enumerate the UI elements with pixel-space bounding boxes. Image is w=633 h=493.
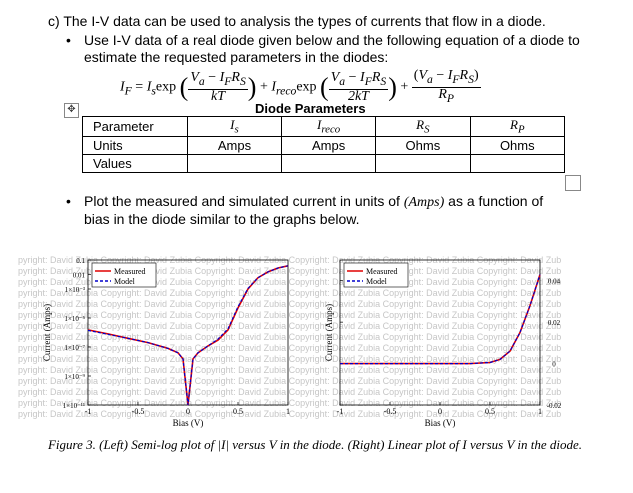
semilog-chart: -1 -0.5 0 0.5 1 1×10⁻¹¹ 1×10⁻⁹ 1×10⁻⁷ 1×10⁻⁵ 1×10… [42,257,290,428]
y-tick-label: 0.01 [73,272,86,280]
table-row-units: Units Amps Amps Ohms Ohms [82,135,566,155]
y-axis-label: Current (Amps) [324,304,334,361]
checkbox[interactable] [565,175,581,191]
x-tick-label: 1 [286,407,290,416]
model-series-line [340,274,541,365]
table-cell: Parameter [82,116,188,137]
legend-box [343,262,409,288]
y-tick-label: 0.02 [548,319,561,327]
x-tick-label: 0.5 [485,407,495,416]
table-cell: Ohms [375,135,471,155]
x-tick-label: 1 [538,407,542,416]
legend-label: Model [114,277,136,286]
y-tick-label: 1×10⁻¹¹ [63,402,85,410]
measured-series-line [340,274,541,365]
legend-label: Measured [366,267,398,276]
x-tick-label: -1 [85,407,92,416]
x-tick-label: 0 [438,407,442,416]
table-cell: Values [82,153,188,173]
table-cell: Amps [281,135,377,155]
legend-label: Model [366,277,388,286]
y-tick-label: 1×10⁻⁵ [64,315,85,323]
x-tick-label: -1 [337,407,344,416]
table-cell: Ohms [469,135,566,155]
y-tick-label: 0.1 [76,257,85,265]
model-series-line [87,265,289,406]
y-tick-label: 0.04 [548,278,561,286]
figure-caption: Figure 3. (Left) Semi-log plot of |I| ve… [47,437,583,452]
x-tick-label: -0.5 [384,407,397,416]
question-header: c) The I-V data can be used to analysis … [48,13,546,29]
x-axis-label: Bias (V) [425,418,456,428]
table-move-handle[interactable]: ✥ [64,103,79,118]
value-cell-rs[interactable] [375,153,471,173]
diode-equation: IF = Isexp (Va − IFRS kT) + Irecoexp (Va … [120,68,481,105]
x-axis-label: Bias (V) [173,418,204,428]
table-cell: Units [82,135,188,155]
table-row-header: Parameter Is Ireco RS RP [82,116,566,137]
y-tick-label: 1×10⁻⁷ [64,344,85,352]
table-cell: Amps [186,135,283,155]
linear-chart: -1 -0.5 0 0.5 1 -0.02 0 0.02 0.04 Bias (V) Current… [324,259,562,428]
bullet-instructions: • Use I-V data of a real diode given bel… [66,32,584,66]
value-cell-is[interactable] [186,153,283,173]
y-axis-label: Current (Amps) [42,304,52,361]
table-cell: RS [375,116,471,137]
bullet-dot: • [66,193,71,209]
parameters-table: Parameter Is Ireco RS RP Units Amps Amps… [82,116,566,173]
table-cell: Is [186,116,283,137]
y-tick-label: 1×10⁻³ [65,286,85,294]
table-title: Diode Parameters [255,101,366,116]
table-row-values: Values [82,153,566,173]
table-cell: RP [469,116,566,137]
value-cell-ireco[interactable] [281,153,377,173]
value-cell-rp[interactable] [469,153,566,173]
bullet-plot-instructions: • Plot the measured and simulated curren… [66,193,544,227]
table-cell: Ireco [281,116,377,137]
x-tick-label: 0 [186,407,190,416]
bullet-instructions-text: Use I-V data of a real diode given below… [84,32,580,65]
y-tick-label: -0.02 [547,402,562,410]
x-tick-label: 0.5 [233,407,243,416]
legend-box [91,262,157,288]
y-tick-label: 1×10⁻⁹ [64,373,85,381]
legend-label: Measured [114,267,146,276]
y-tick-label: 0 [552,361,556,369]
x-tick-label: -0.5 [132,407,145,416]
question-label: c) [48,13,60,29]
question-text: The I-V data can be used to analysis the… [63,13,546,29]
bullet-dot: • [66,32,71,48]
